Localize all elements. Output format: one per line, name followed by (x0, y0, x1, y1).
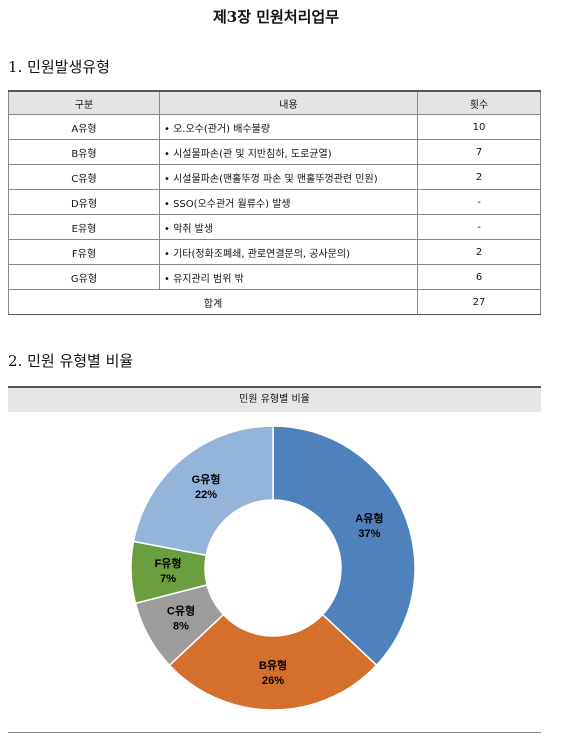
table-cell: 6 (417, 264, 541, 290)
table-cell: 10 (417, 114, 541, 140)
table-cell: F유형 (8, 239, 160, 265)
table-cell: 합계 (8, 289, 418, 315)
table-row: D유형 • SSO(오수관거 월류수) 발생 - (8, 189, 541, 215)
table-cell: 7 (417, 139, 541, 165)
slice-label: 37% (358, 528, 380, 540)
section-heading: 2. 민원 유형별 비율 (8, 352, 134, 370)
table-cell: - (417, 214, 541, 240)
slice-category: B유형 (259, 658, 287, 672)
chart-title: 민원 유형별 비율 (8, 386, 541, 412)
table-cell: C유형 (8, 164, 160, 190)
section-heading: 1. 민원발생유형 (8, 58, 110, 76)
header-cell: 구분 (8, 90, 160, 115)
table-cell: • SSO(오수관거 월류수) 발생 (159, 189, 418, 215)
table-cell: • 기타(정화조폐쇄, 관로연결문의, 공사문의) (159, 239, 418, 265)
table-row: E유형 • 악취 발생 - (8, 214, 541, 240)
page-title: 제3장 민원처리업무 (212, 8, 340, 26)
total-row: 합계 27 (8, 289, 541, 315)
table-cell: 2 (417, 164, 541, 190)
slice-label: 26% (262, 675, 284, 687)
slice-category: G유형 (192, 472, 221, 486)
rule (8, 732, 541, 733)
table-cell: • 악취 발생 (159, 214, 418, 240)
chart: A유형 37% B유형 26% C유형 8% F유형 7% G유형 22% (130, 425, 416, 711)
table-cell: E유형 (8, 214, 160, 240)
slice-category: F유형 (155, 556, 182, 570)
table-cell: G유형 (8, 264, 160, 290)
table-row: C유형 • 시설물파손(맨홀뚜껑 파손 및 맨홀뚜껑관련 민원) 2 (8, 164, 541, 190)
table-cell: 2 (417, 239, 541, 265)
slice-label: 7% (160, 573, 176, 585)
slice-category: C유형 (167, 603, 195, 617)
slice-label: 22% (195, 489, 217, 501)
table-cell: - (417, 189, 541, 215)
header-cell: 횟수 (417, 90, 541, 115)
table-cell: 27 (417, 289, 541, 315)
slice (132, 425, 274, 557)
table-cell: A유형 (8, 114, 160, 140)
table-row: F유형 • 기타(정화조폐쇄, 관로연결문의, 공사문의) 2 (8, 239, 541, 265)
table-cell: • 유지관리 범위 밖 (159, 264, 418, 290)
slice-label: 8% (173, 620, 189, 632)
table-cell: • 오.오수(관거) 배수불량 (159, 114, 418, 140)
slice-category: A유형 (355, 511, 383, 525)
header-cell: 내용 (159, 90, 418, 115)
table-row: B유형 • 시설물파손(관 및 지반침하, 도로균열) 7 (8, 139, 541, 165)
table-row: A유형 • 오.오수(관거) 배수불량 10 (8, 114, 541, 140)
table-cell: D유형 (8, 189, 160, 215)
table-cell: • 시설물파손(관 및 지반침하, 도로균열) (159, 139, 418, 165)
header-row: 구분 내용 횟수 (8, 90, 541, 115)
table-body: A유형 • 오.오수(관거) 배수불량 10 B유형 • 시설물파손(관 및 지반침하,… (8, 114, 541, 315)
slice (168, 613, 378, 711)
slice (272, 425, 416, 667)
table-cell: B유형 (8, 139, 160, 165)
table-cell: • 시설물파손(맨홀뚜껑 파손 및 맨홀뚜껑관련 민원) (159, 164, 418, 190)
table: 구분 내용 횟수 A유형 • 오.오수(관거) 배수불량 10 B유형 • 시설물파손(… (8, 90, 541, 315)
